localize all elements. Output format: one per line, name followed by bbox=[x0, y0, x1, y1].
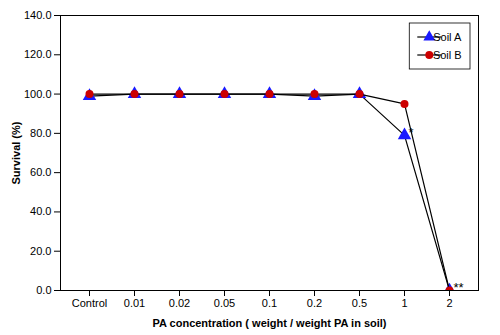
svg-text:2: 2 bbox=[446, 297, 452, 309]
svg-text:0.02: 0.02 bbox=[169, 297, 190, 309]
svg-text:0.0: 0.0 bbox=[36, 284, 51, 296]
svg-text:40.0: 40.0 bbox=[30, 205, 51, 217]
svg-text:0.05: 0.05 bbox=[214, 297, 235, 309]
svg-text:100.0: 100.0 bbox=[24, 88, 52, 100]
svg-text:*: * bbox=[409, 125, 414, 140]
svg-text:60.0: 60.0 bbox=[30, 166, 51, 178]
svg-text:Survival (%): Survival (%) bbox=[10, 121, 22, 184]
svg-text:**: ** bbox=[454, 280, 464, 295]
svg-text:120.0: 120.0 bbox=[24, 48, 52, 60]
svg-text:80.0: 80.0 bbox=[30, 127, 51, 139]
svg-text:0.01: 0.01 bbox=[124, 297, 145, 309]
svg-text:Soil B: Soil B bbox=[433, 49, 462, 61]
svg-text:0.5: 0.5 bbox=[352, 297, 367, 309]
svg-text:Control: Control bbox=[72, 297, 107, 309]
svg-text:Soil A: Soil A bbox=[433, 31, 462, 43]
svg-text:20.0: 20.0 bbox=[30, 245, 51, 257]
svg-text:1: 1 bbox=[401, 297, 407, 309]
svg-text:0.2: 0.2 bbox=[307, 297, 322, 309]
svg-text:140.0: 140.0 bbox=[24, 9, 52, 21]
svg-text:PA concentration ( weight / we: PA concentration ( weight / weight PA in… bbox=[152, 317, 386, 329]
svg-text:0.1: 0.1 bbox=[262, 297, 277, 309]
